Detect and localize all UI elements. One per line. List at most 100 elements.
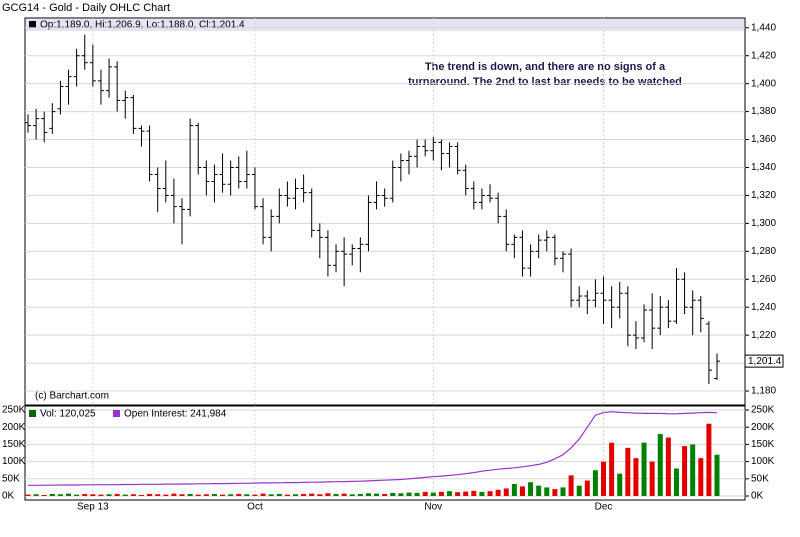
volume-bar <box>195 494 201 497</box>
volume-bar <box>601 461 607 497</box>
y-tick-label: 1,340 <box>751 162 776 173</box>
y-tick-label: 0K <box>2 491 15 502</box>
volume-bar <box>673 468 679 497</box>
volume-bar <box>398 493 404 497</box>
ohlc-legend: Op:1,189.0, Hi:1,206.9, Lo:1,188.0, Cl:1… <box>40 20 245 31</box>
volume-bar <box>414 492 420 497</box>
y-tick-label: 1,380 <box>751 106 776 117</box>
volume-bar <box>503 488 509 497</box>
volume-bar <box>487 491 493 497</box>
x-tick-label: Dec <box>595 502 613 513</box>
volume-bar <box>609 442 615 497</box>
y-tick-label: 150K <box>751 439 775 450</box>
volume-bar <box>82 493 88 497</box>
volume-bar <box>390 492 396 497</box>
y-tick-label: 1,440 <box>751 22 776 33</box>
volume-bar <box>114 493 120 497</box>
last-price-box <box>744 354 784 368</box>
volume-bar <box>301 493 307 497</box>
volume-bar <box>268 494 274 497</box>
y-tick-label: 100K <box>2 456 26 467</box>
volume-bar <box>179 494 185 497</box>
volume-bar <box>228 494 234 497</box>
volume-bar <box>98 494 104 497</box>
volume-bar <box>592 470 598 497</box>
volume-bar <box>211 493 217 497</box>
volume-bar <box>220 494 226 497</box>
volume-bar <box>430 492 436 497</box>
volume-bar <box>147 493 153 497</box>
volume-bar <box>317 494 323 497</box>
y-tick-label: 1,360 <box>751 134 776 145</box>
volume-bar <box>244 494 250 497</box>
volume-bar <box>463 491 469 497</box>
credit: (c) Barchart.com <box>35 391 109 402</box>
volume-bar <box>641 442 647 497</box>
y-tick-label: 1,280 <box>751 246 776 257</box>
last-price-label: 1,201.4 <box>748 356 782 367</box>
volume-bar <box>706 423 712 497</box>
volume-bar <box>422 491 428 497</box>
volume-bar <box>33 494 39 497</box>
volume-bar <box>260 493 266 497</box>
volume-bar <box>617 473 623 497</box>
y-tick-label: 1,180 <box>751 386 776 397</box>
y-tick-label: 250K <box>751 405 775 416</box>
volume-bar <box>130 494 136 497</box>
volume-bar <box>106 494 112 497</box>
volume-bar <box>576 485 582 497</box>
y-tick-label: 1,300 <box>751 218 776 229</box>
chart-title: GCG14 - Gold - Daily OHLC Chart <box>2 2 170 14</box>
volume-bar <box>325 493 331 497</box>
volume-bar <box>536 485 542 497</box>
y-tick-label: 1,420 <box>751 50 776 61</box>
volume-bar <box>333 493 339 497</box>
x-tick-label: Sep 13 <box>77 502 109 513</box>
volume-bar <box>382 493 388 497</box>
volume-bar <box>349 494 355 497</box>
volume-bar <box>252 494 258 497</box>
volume-bar <box>284 494 290 497</box>
open-interest-line <box>28 411 718 486</box>
y-tick-label: 200K <box>751 422 775 433</box>
volume-bar <box>511 483 517 497</box>
volume-bar <box>657 434 663 497</box>
grid-layer <box>25 18 745 500</box>
y-tick-label: 50K <box>2 473 20 484</box>
y-tick-label: 250K <box>2 405 26 416</box>
volume-bar <box>341 493 347 497</box>
y-tick-label: 1,260 <box>751 274 776 285</box>
marks-layer: 1,1801,2001,2201,2401,2601,2801,3001,320… <box>2 22 784 513</box>
volume-bar <box>90 494 96 497</box>
volume-bar <box>374 493 380 497</box>
y-tick-label: 1,400 <box>751 78 776 89</box>
volume-bar <box>455 492 461 497</box>
y-tick-label: 50K <box>751 473 769 484</box>
volume-bar <box>138 494 144 497</box>
volume-bar <box>155 494 161 497</box>
volume-bar <box>625 447 631 497</box>
volume-bar <box>438 491 444 497</box>
volume-bar <box>203 494 209 497</box>
volume-bar <box>25 494 31 497</box>
volume-bar <box>66 493 72 497</box>
price-panel <box>24 17 746 406</box>
volume-legend-swatch <box>29 410 36 417</box>
volume-bar <box>714 454 720 497</box>
y-tick-label: 0K <box>751 491 764 502</box>
volume-bar <box>276 493 282 497</box>
volume-bar <box>584 480 590 497</box>
volume-bar <box>357 493 363 497</box>
volume-bar <box>528 482 534 497</box>
volume-bar <box>163 494 169 497</box>
volume-bar <box>171 493 177 497</box>
legend-swatch <box>29 21 36 28</box>
y-tick-label: 1,220 <box>751 330 776 341</box>
volume-bar <box>544 487 550 497</box>
volume-bar <box>406 492 412 497</box>
annotation: The trend is down, and there are no sign… <box>425 61 666 73</box>
volume-bar <box>633 458 639 497</box>
volume-bar <box>682 446 688 497</box>
